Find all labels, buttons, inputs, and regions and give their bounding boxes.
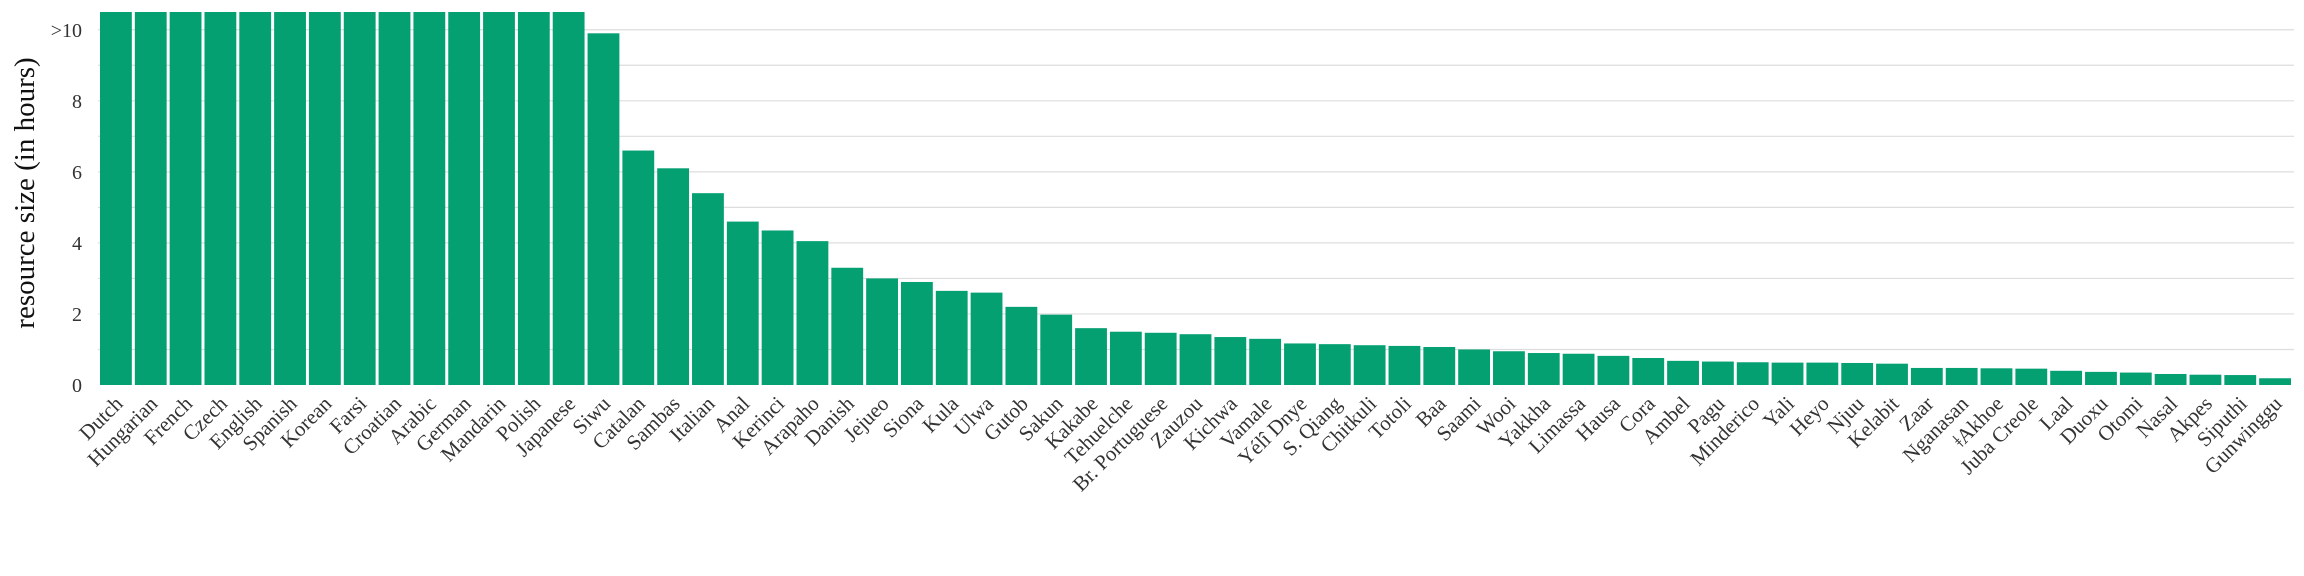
bar — [1493, 351, 1525, 385]
bar — [483, 12, 515, 385]
bar — [1458, 349, 1491, 385]
y-tick-label: 0 — [72, 375, 82, 397]
bar — [2050, 370, 2083, 385]
bar — [970, 292, 1003, 385]
y-tick-label: >10 — [51, 20, 82, 42]
bar — [1144, 332, 1177, 385]
bar — [1597, 355, 1630, 385]
bar — [1040, 314, 1073, 385]
bar — [1005, 306, 1038, 385]
bar — [308, 12, 341, 385]
y-tick-label: 8 — [72, 91, 82, 113]
y-axis-title: resource size (in hours) — [9, 57, 41, 328]
bar — [761, 230, 794, 385]
bar — [2224, 375, 2257, 385]
bar — [692, 193, 724, 385]
bar — [1945, 367, 1978, 385]
bar — [1075, 328, 1107, 385]
bar — [657, 168, 690, 385]
bar — [1667, 360, 1699, 385]
bar — [2015, 368, 2048, 385]
bar — [622, 150, 655, 385]
bar — [1249, 338, 1282, 385]
bar — [448, 12, 481, 385]
bar — [169, 12, 202, 385]
bar — [2119, 372, 2152, 385]
bar — [1388, 345, 1421, 385]
bar — [134, 12, 167, 385]
bar — [1701, 361, 1734, 385]
bar — [1980, 368, 2013, 385]
bar — [1876, 363, 1908, 385]
bar — [517, 12, 550, 385]
bar — [1527, 353, 1560, 385]
bar — [1632, 358, 1665, 385]
bar — [587, 33, 620, 386]
bar — [100, 12, 132, 385]
y-tick-label: 4 — [72, 233, 82, 255]
bar — [1109, 331, 1142, 385]
bar — [378, 12, 411, 385]
y-tick-labels: 0 2 4 6 8 >10 — [51, 20, 82, 397]
bar — [1841, 362, 1874, 385]
bar — [1562, 353, 1595, 385]
bar — [1736, 362, 1769, 385]
bar — [2189, 374, 2222, 385]
bar — [935, 290, 968, 385]
bar — [1806, 362, 1839, 385]
category-labels: DutchHungarianFrenchCzechEnglishSpanishK… — [74, 391, 2287, 496]
bar — [2259, 378, 2291, 385]
bar — [274, 12, 306, 385]
bar — [831, 267, 864, 385]
bar — [552, 12, 585, 385]
y-tick-label: 2 — [72, 304, 82, 326]
bar — [726, 221, 759, 385]
y-tick-label: 6 — [72, 162, 82, 184]
bar — [239, 12, 272, 385]
bars — [100, 12, 2291, 386]
bar — [1771, 362, 1804, 385]
bar — [1353, 345, 1386, 385]
bar — [866, 278, 898, 385]
bar — [2154, 373, 2187, 385]
bar — [2085, 371, 2117, 385]
bar — [1423, 346, 1456, 385]
bar — [204, 12, 237, 385]
bar — [796, 241, 829, 385]
bar — [1910, 367, 1943, 385]
bar — [1318, 344, 1351, 385]
bar — [1179, 334, 1212, 385]
bar — [900, 281, 933, 385]
bar — [343, 12, 376, 385]
bar — [1214, 337, 1247, 385]
bar — [413, 12, 446, 385]
bar — [1284, 343, 1316, 385]
